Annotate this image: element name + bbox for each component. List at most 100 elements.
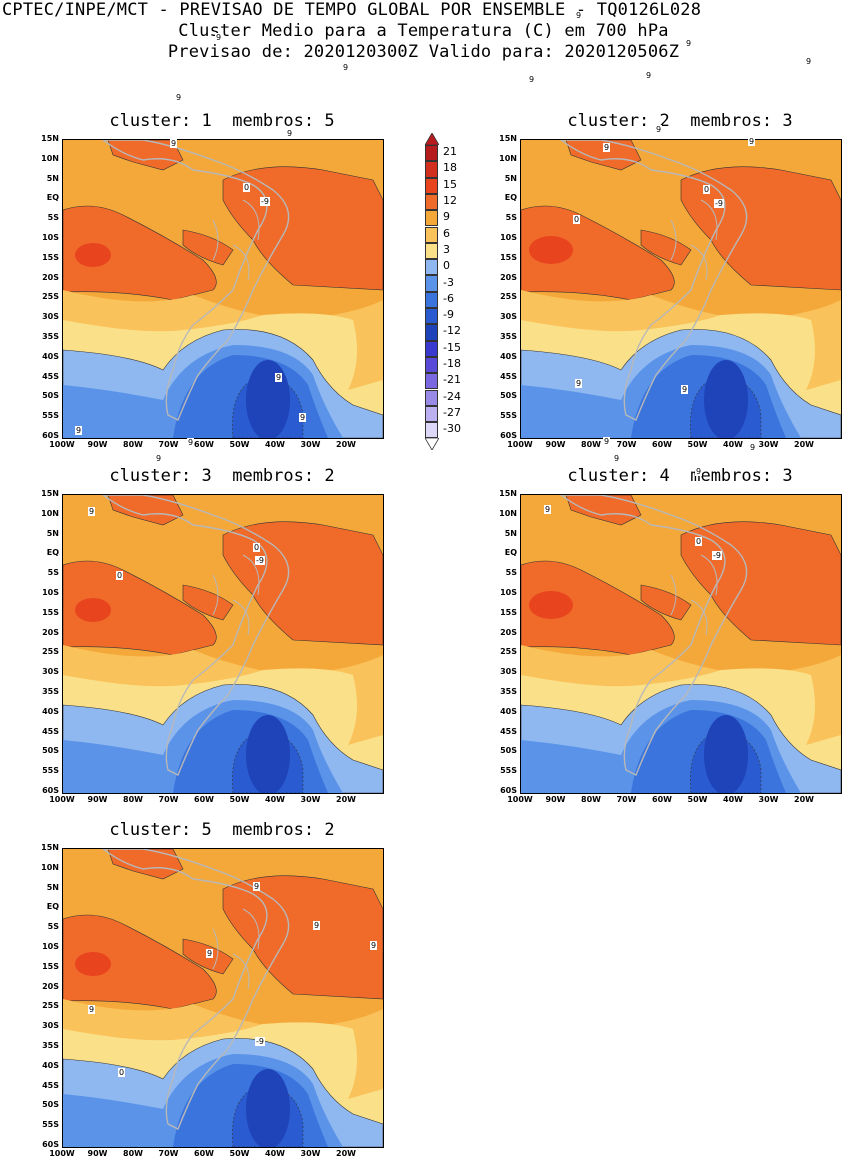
map-area — [520, 139, 842, 439]
lon-tick-label: 60W — [652, 795, 672, 804]
lat-tick-label: 10N — [41, 153, 59, 163]
legend-label: 21 — [443, 145, 457, 159]
contour-label: 0 — [573, 215, 581, 224]
lon-tick-label: 40W — [723, 440, 743, 449]
contour-label: 9 — [695, 467, 703, 476]
legend-label: 15 — [443, 177, 457, 191]
panel-title: cluster: 2 membros: 3 — [567, 111, 793, 131]
lon-tick-label: 70W — [158, 1149, 179, 1158]
legend-swatch — [425, 308, 438, 325]
lon-tick-label: 100W — [507, 440, 533, 449]
legend-swatch — [425, 324, 438, 341]
contour-label: 9 — [170, 139, 178, 148]
lat-tick-label: 25S — [42, 1001, 59, 1011]
lat-tick-label: EQ — [504, 193, 517, 203]
lat-tick-label: 30S — [42, 1021, 59, 1031]
lat-tick-label: 35S — [42, 1041, 59, 1050]
hot-core — [75, 952, 111, 976]
legend-label: -30 — [443, 422, 461, 436]
contour-label: 9 — [528, 75, 536, 84]
lat-tick-label: 15N — [41, 843, 59, 852]
lat-tick-label: 60S — [500, 786, 517, 795]
lat-tick-label: 60S — [500, 431, 517, 440]
lat-tick-label: 20S — [42, 627, 59, 637]
contour-label: 9 — [286, 129, 294, 138]
legend-label: -9 — [443, 308, 454, 322]
lat-tick-label: 5N — [504, 528, 517, 538]
lon-tick-label: 20W — [794, 440, 814, 449]
legend-swatch — [425, 422, 438, 439]
lon-tick-label: 90W — [545, 440, 566, 449]
lon-tick-label: 100W — [49, 1149, 75, 1158]
legend-swatch — [425, 389, 438, 406]
lat-tick-label: EQ — [46, 193, 59, 203]
lat-tick-label: EQ — [46, 548, 59, 558]
lat-tick-label: 10S — [500, 233, 517, 242]
lat-tick-label: 35S — [500, 687, 517, 696]
panel-title: cluster: 5 membros: 2 — [109, 820, 335, 840]
contour-label: 0 — [116, 571, 124, 580]
warm-region-1 — [222, 521, 383, 646]
lon-tick-label: 50W — [687, 795, 708, 804]
legend-swatch — [425, 340, 438, 357]
map-area — [62, 494, 384, 794]
warm-region-2 — [521, 560, 675, 656]
lat-tick-label: 5N — [46, 882, 59, 892]
lat-tick-label: 25S — [42, 647, 59, 657]
contour-label: 9 — [342, 63, 350, 72]
contour-label: 9 — [575, 379, 583, 388]
cold-core — [246, 1069, 290, 1147]
warm-region-1 — [222, 875, 383, 1000]
map-area — [62, 139, 384, 439]
lat-tick-label: 50S — [500, 391, 517, 401]
contour-label: -9 — [714, 199, 724, 208]
lat-tick-label: 5N — [504, 173, 517, 183]
lon-tick-label: 90W — [87, 795, 108, 804]
legend-swatch — [425, 373, 438, 390]
legend-swatch — [425, 291, 438, 308]
lon-tick-label: 50W — [687, 440, 708, 449]
contour-label: 9 — [603, 143, 611, 152]
contour-label: 9 — [645, 71, 653, 80]
lat-tick-label: EQ — [46, 902, 59, 912]
legend-label: -6 — [443, 291, 454, 305]
panel-title: cluster: 3 membros: 2 — [109, 466, 335, 486]
cold-core — [704, 715, 748, 793]
warm-region-0 — [107, 140, 184, 171]
lon-tick-label: 30W — [758, 440, 779, 449]
map-area — [62, 848, 384, 1148]
lat-tick-label: 15S — [42, 252, 59, 262]
lon-tick-label: 60W — [194, 795, 214, 804]
lon-tick-label: 30W — [300, 795, 321, 804]
lon-tick-label: 80W — [123, 795, 143, 804]
borders — [212, 554, 260, 636]
warm-region-0 — [107, 849, 184, 880]
legend-label: 18 — [443, 161, 457, 175]
lon-tick-label: 20W — [336, 795, 356, 804]
contour-label: 9 — [175, 93, 183, 102]
lat-tick-label: 30S — [500, 667, 517, 677]
warm-region-3 — [640, 584, 692, 621]
lon-tick-label: 80W — [581, 795, 601, 804]
contour-label: 9 — [748, 137, 756, 146]
lat-tick-label: 55S — [42, 1120, 59, 1130]
lon-tick-label: 50W — [229, 440, 250, 449]
legend-swatch — [425, 275, 438, 292]
legend-swatch — [425, 226, 438, 243]
lon-tick-label: 20W — [336, 440, 356, 449]
contour-label: 0 — [118, 1068, 126, 1077]
lat-tick-label: 30S — [42, 667, 59, 677]
legend-label: 3 — [443, 242, 450, 256]
lon-tick-label: 100W — [49, 440, 75, 449]
lat-tick-label: 40S — [42, 1060, 59, 1070]
lon-tick-label: 40W — [265, 1149, 285, 1158]
legend-swatch — [425, 356, 438, 374]
lon-tick-label: 80W — [581, 440, 601, 449]
contour-label: 9 — [370, 941, 378, 950]
lat-tick-label: 15S — [500, 607, 517, 617]
legend-swatch — [425, 210, 438, 227]
coastline — [101, 849, 290, 1130]
legend-swatch — [425, 177, 438, 194]
hot-core — [75, 243, 111, 267]
lat-tick-label: 55S — [500, 766, 517, 776]
